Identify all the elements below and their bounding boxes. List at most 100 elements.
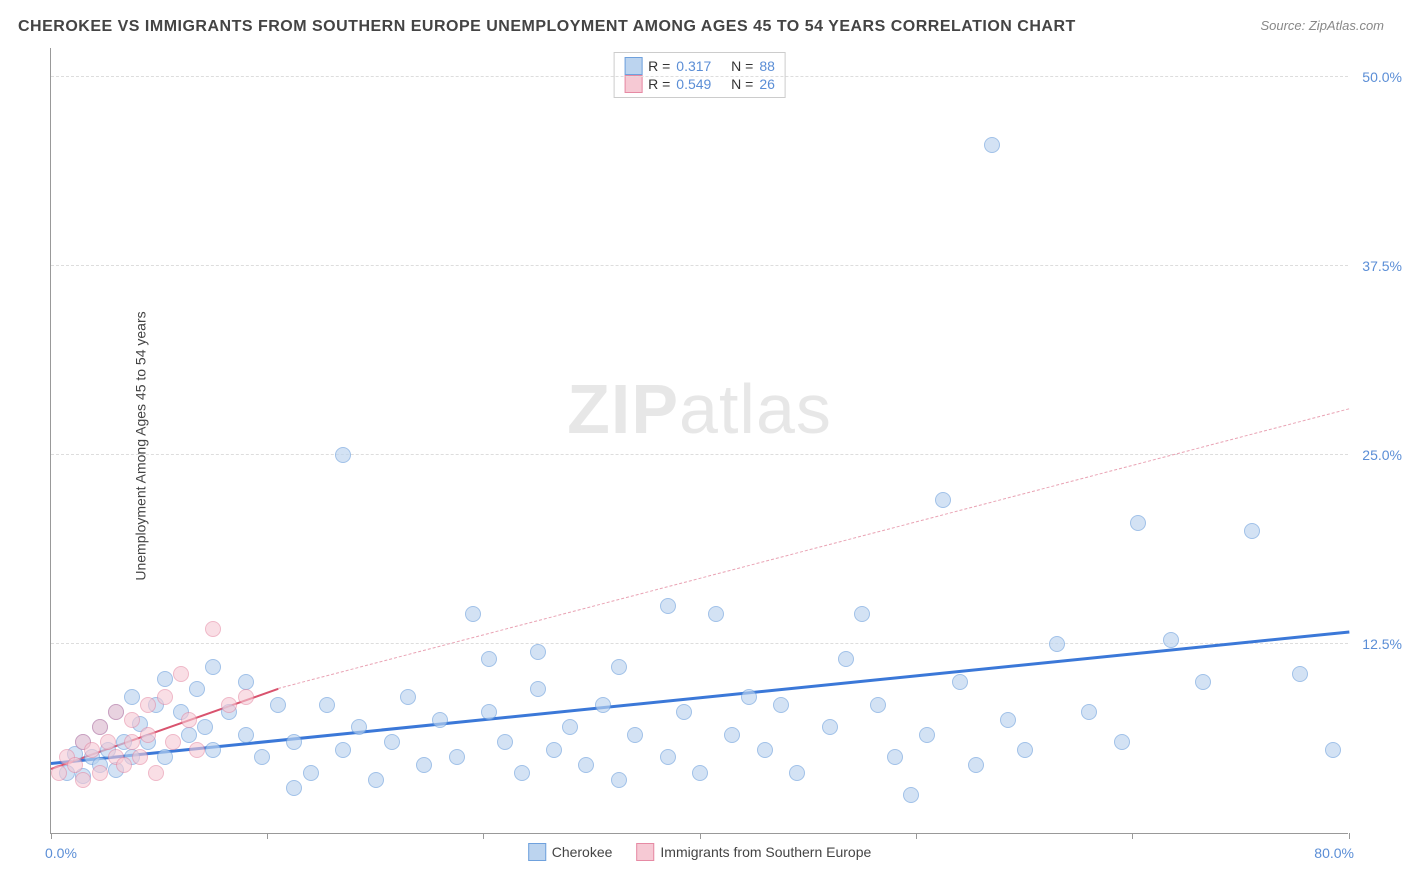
data-point xyxy=(189,742,205,758)
data-point xyxy=(692,765,708,781)
legend-n-value: 88 xyxy=(759,58,775,74)
data-point xyxy=(708,606,724,622)
data-point xyxy=(870,697,886,713)
data-point xyxy=(124,689,140,705)
data-point xyxy=(181,727,197,743)
data-point xyxy=(335,742,351,758)
legend-n-value: 26 xyxy=(759,76,775,92)
data-point xyxy=(660,749,676,765)
data-point xyxy=(197,719,213,735)
data-point xyxy=(1130,515,1146,531)
data-point xyxy=(1081,704,1097,720)
data-point xyxy=(100,734,116,750)
data-point xyxy=(984,137,1000,153)
data-point xyxy=(660,598,676,614)
data-point xyxy=(1114,734,1130,750)
x-tick xyxy=(700,833,701,839)
data-point xyxy=(562,719,578,735)
gridline xyxy=(51,643,1348,644)
data-point xyxy=(822,719,838,735)
data-point xyxy=(108,704,124,720)
data-point xyxy=(221,697,237,713)
data-point xyxy=(124,712,140,728)
data-point xyxy=(140,697,156,713)
y-tick-label: 37.5% xyxy=(1362,258,1402,274)
data-point xyxy=(546,742,562,758)
watermark-bold: ZIP xyxy=(567,370,679,448)
watermark: ZIPatlas xyxy=(567,369,832,449)
gridline xyxy=(51,454,1348,455)
legend-swatch-icon xyxy=(528,843,546,861)
data-point xyxy=(627,727,643,743)
legend-row: R = 0.549 N = 26 xyxy=(624,75,775,93)
data-point xyxy=(1325,742,1341,758)
data-point xyxy=(432,712,448,728)
data-point xyxy=(238,674,254,690)
data-point xyxy=(1017,742,1033,758)
data-point xyxy=(165,734,181,750)
data-point xyxy=(481,704,497,720)
data-point xyxy=(84,742,100,758)
legend-item: Immigrants from Southern Europe xyxy=(636,843,871,861)
x-tick xyxy=(51,833,52,839)
data-point xyxy=(757,742,773,758)
series-legend: Cherokee Immigrants from Southern Europe xyxy=(528,843,872,861)
data-point xyxy=(335,447,351,463)
x-tick xyxy=(483,833,484,839)
data-point xyxy=(238,727,254,743)
x-tick xyxy=(1132,833,1133,839)
data-point xyxy=(887,749,903,765)
y-tick-label: 12.5% xyxy=(1362,636,1402,652)
data-point xyxy=(903,787,919,803)
legend-n-label: N = xyxy=(731,58,753,74)
data-point xyxy=(173,666,189,682)
y-tick-label: 50.0% xyxy=(1362,69,1402,85)
data-point xyxy=(92,719,108,735)
data-point xyxy=(676,704,692,720)
data-point xyxy=(514,765,530,781)
data-point xyxy=(157,689,173,705)
correlation-legend: R = 0.317 N = 88 R = 0.549 N = 26 xyxy=(613,52,786,98)
data-point xyxy=(132,749,148,765)
data-point xyxy=(773,697,789,713)
x-max-label: 80.0% xyxy=(1314,845,1354,861)
data-point xyxy=(578,757,594,773)
data-point xyxy=(286,734,302,750)
data-point xyxy=(838,651,854,667)
data-point xyxy=(789,765,805,781)
x-tick xyxy=(267,833,268,839)
watermark-thin: atlas xyxy=(679,370,832,448)
data-point xyxy=(919,727,935,743)
data-point xyxy=(368,772,384,788)
data-point xyxy=(67,757,83,773)
data-point xyxy=(595,697,611,713)
data-point xyxy=(497,734,513,750)
data-point xyxy=(92,765,108,781)
data-point xyxy=(254,749,270,765)
x-tick xyxy=(916,833,917,839)
data-point xyxy=(140,727,156,743)
data-point xyxy=(148,765,164,781)
gridline xyxy=(51,76,1348,77)
data-point xyxy=(205,659,221,675)
data-point xyxy=(351,719,367,735)
data-point xyxy=(1292,666,1308,682)
data-point xyxy=(157,671,173,687)
data-point xyxy=(270,697,286,713)
scatter-plot: ZIPatlas R = 0.317 N = 88 R = 0.549 N = … xyxy=(50,48,1348,834)
data-point xyxy=(286,780,302,796)
data-point xyxy=(952,674,968,690)
gridline xyxy=(51,265,1348,266)
data-point xyxy=(724,727,740,743)
data-point xyxy=(75,772,91,788)
data-point xyxy=(611,772,627,788)
data-point xyxy=(51,765,67,781)
data-point xyxy=(530,681,546,697)
data-point xyxy=(1000,712,1016,728)
legend-r-label: R = xyxy=(648,58,670,74)
data-point xyxy=(384,734,400,750)
data-point xyxy=(935,492,951,508)
source-attribution: Source: ZipAtlas.com xyxy=(1260,18,1384,33)
y-tick-label: 25.0% xyxy=(1362,447,1402,463)
chart-title: CHEROKEE VS IMMIGRANTS FROM SOUTHERN EUR… xyxy=(18,18,1076,36)
